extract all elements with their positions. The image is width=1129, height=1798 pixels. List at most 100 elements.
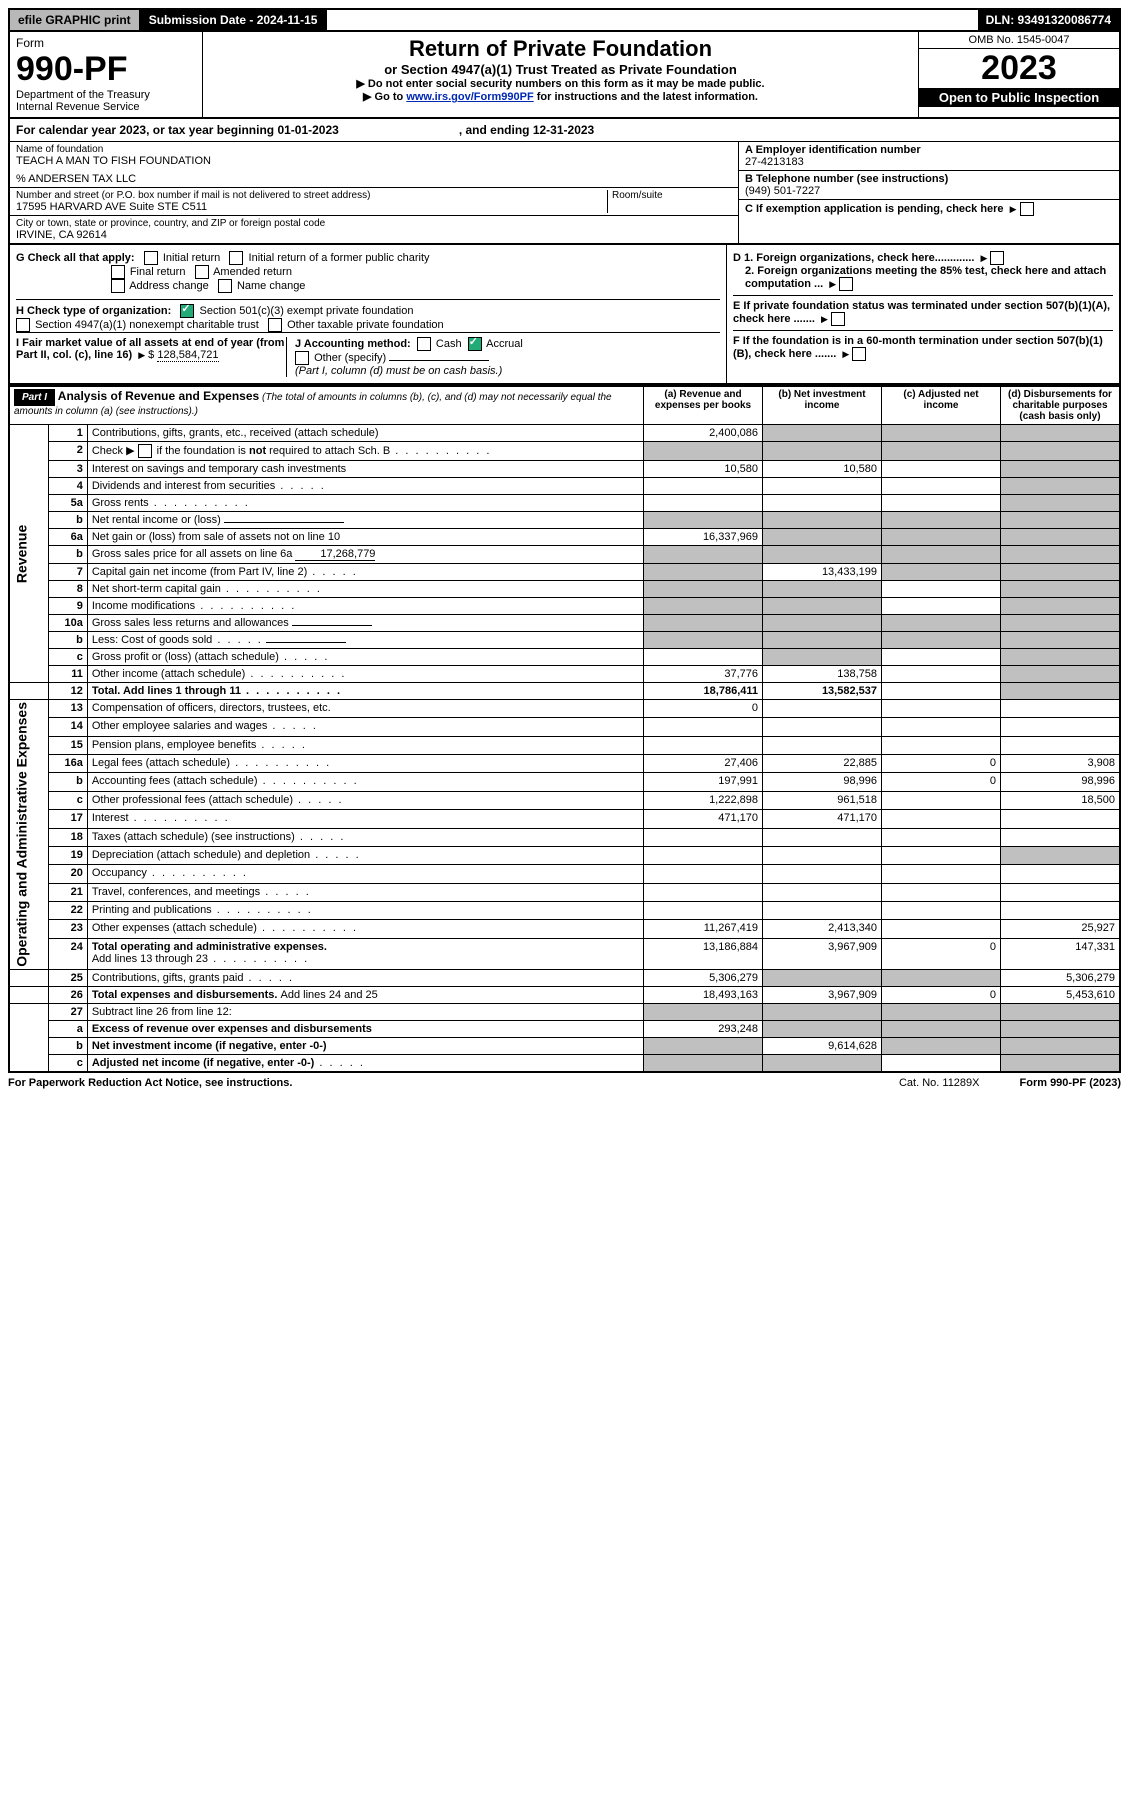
other-method-checkbox[interactable]	[295, 351, 309, 365]
foreign-85-checkbox[interactable]	[839, 277, 853, 291]
instr-2: ▶ Go to www.irs.gov/Form990PF for instru…	[207, 90, 914, 103]
j-note: (Part I, column (d) must be on cash basi…	[295, 365, 502, 377]
g-label: G Check all that apply:	[16, 252, 135, 264]
table-row: 22Printing and publications	[9, 901, 1120, 919]
open-inspection: Open to Public Inspection	[919, 88, 1119, 107]
initial-former-checkbox[interactable]	[229, 251, 243, 265]
amended-return-checkbox[interactable]	[195, 265, 209, 279]
calendar-year-row: For calendar year 2023, or tax year begi…	[8, 119, 1121, 142]
exemption-checkbox[interactable]	[1020, 202, 1034, 216]
room-label: Room/suite	[612, 190, 732, 201]
submission-date: Submission Date - 2024-11-15	[141, 10, 328, 30]
table-row: 12Total. Add lines 1 through 1118,786,41…	[9, 683, 1120, 700]
table-row: 24Total operating and administrative exp…	[9, 938, 1120, 969]
table-row: 15Pension plans, employee benefits	[9, 736, 1120, 754]
street-address: 17595 HARVARD AVE Suite STE C511	[16, 201, 603, 213]
d1-label: D 1. Foreign organizations, check here..…	[733, 252, 974, 264]
phone-label: B Telephone number (see instructions)	[745, 173, 1113, 185]
table-row: 27Subtract line 26 from line 12:	[9, 1003, 1120, 1020]
fmv-value: 128,584,721	[157, 349, 218, 362]
e-label: E If private foundation status was termi…	[733, 300, 1110, 325]
table-row: cGross profit or (loss) (attach schedule…	[9, 649, 1120, 666]
col-b-header: (b) Net investment income	[763, 386, 882, 425]
entity-block: Name of foundation TEACH A MAN TO FISH F…	[8, 142, 1121, 245]
omb-number: OMB No. 1545-0047	[919, 32, 1119, 49]
table-row: 17Interest471,170471,170	[9, 810, 1120, 828]
table-row: Operating and Administrative Expenses 13…	[9, 700, 1120, 718]
cat-number: Cat. No. 11289X	[899, 1077, 980, 1089]
60month-checkbox[interactable]	[852, 347, 866, 361]
tax-year: 2023	[919, 49, 1119, 88]
form-word: Form	[16, 36, 196, 50]
ein-label: A Employer identification number	[745, 144, 1113, 156]
care-of: % ANDERSEN TAX LLC	[16, 173, 732, 185]
table-row: 11Other income (attach schedule)37,77613…	[9, 666, 1120, 683]
j-label: J Accounting method:	[295, 338, 411, 350]
table-row: 3Interest on savings and temporary cash …	[9, 461, 1120, 478]
accrual-checkbox[interactable]	[468, 337, 482, 351]
form-subtitle: or Section 4947(a)(1) Trust Treated as P…	[207, 62, 914, 77]
table-row: 25Contributions, gifts, grants paid5,306…	[9, 969, 1120, 986]
table-row: 23Other expenses (attach schedule)11,267…	[9, 920, 1120, 938]
form-ref: Form 990-PF (2023)	[1020, 1077, 1122, 1089]
dept-label: Department of the Treasury	[16, 89, 196, 101]
table-row: bNet investment income (if negative, ent…	[9, 1037, 1120, 1054]
page-footer: For Paperwork Reduction Act Notice, see …	[8, 1073, 1121, 1089]
part1-label: Part I	[14, 389, 55, 406]
table-row: 19Depreciation (attach schedule) and dep…	[9, 846, 1120, 864]
table-row: cAdjusted net income (if negative, enter…	[9, 1054, 1120, 1072]
initial-return-checkbox[interactable]	[144, 251, 158, 265]
addr-label: Number and street (or P.O. box number if…	[16, 190, 603, 201]
options-block: G Check all that apply: Initial return I…	[8, 245, 1121, 385]
col-a-header: (a) Revenue and expenses per books	[644, 386, 763, 425]
form-title: Return of Private Foundation	[207, 36, 914, 62]
table-row: 10aGross sales less returns and allowanc…	[9, 615, 1120, 632]
paperwork-notice: For Paperwork Reduction Act Notice, see …	[8, 1077, 292, 1089]
table-row: 21Travel, conferences, and meetings	[9, 883, 1120, 901]
table-row: aExcess of revenue over expenses and dis…	[9, 1020, 1120, 1037]
table-row: 20Occupancy	[9, 865, 1120, 883]
efile-button[interactable]: efile GRAPHIC print	[10, 10, 141, 30]
table-row: bAccounting fees (attach schedule)197,99…	[9, 773, 1120, 791]
form-header: Form 990-PF Department of the Treasury I…	[8, 32, 1121, 119]
foreign-org-checkbox[interactable]	[990, 251, 1004, 265]
other-taxable-checkbox[interactable]	[268, 318, 282, 332]
501c3-checkbox[interactable]	[180, 304, 194, 318]
top-bar: efile GRAPHIC print Submission Date - 20…	[8, 8, 1121, 32]
table-row: 5aGross rents	[9, 495, 1120, 512]
table-row: Revenue 1Contributions, gifts, grants, e…	[9, 425, 1120, 442]
final-return-checkbox[interactable]	[111, 265, 125, 279]
h-label: H Check type of organization:	[16, 305, 171, 317]
table-row: bNet rental income or (loss)	[9, 512, 1120, 529]
table-row: 16aLegal fees (attach schedule)27,40622,…	[9, 755, 1120, 773]
table-row: 26Total expenses and disbursements. Add …	[9, 986, 1120, 1003]
city-state-zip: IRVINE, CA 92614	[16, 229, 732, 241]
table-row: bGross sales price for all assets on lin…	[9, 546, 1120, 564]
d2-label: 2. Foreign organizations meeting the 85%…	[745, 265, 1106, 290]
cash-checkbox[interactable]	[417, 337, 431, 351]
table-row: 6aNet gain or (loss) from sale of assets…	[9, 529, 1120, 546]
name-label: Name of foundation	[16, 144, 732, 155]
schb-checkbox[interactable]	[138, 444, 152, 458]
table-row: cOther professional fees (attach schedul…	[9, 791, 1120, 809]
expenses-side-label: Operating and Administrative Expenses	[9, 700, 48, 970]
form-number: 990-PF	[16, 50, 196, 89]
table-row: 8Net short-term capital gain	[9, 581, 1120, 598]
4947-checkbox[interactable]	[16, 318, 30, 332]
name-change-checkbox[interactable]	[218, 279, 232, 293]
dln-label: DLN: 93491320086774	[978, 10, 1119, 30]
ein-value: 27-4213183	[745, 156, 1113, 168]
foundation-name: TEACH A MAN TO FISH FOUNDATION	[16, 155, 732, 167]
irs-link[interactable]: www.irs.gov/Form990PF	[406, 91, 533, 103]
city-label: City or town, state or province, country…	[16, 218, 732, 229]
address-change-checkbox[interactable]	[111, 279, 125, 293]
exemption-label: C If exemption application is pending, c…	[745, 203, 1004, 215]
part1-table: Part I Analysis of Revenue and Expenses …	[8, 385, 1121, 1073]
revenue-side-label: Revenue	[9, 425, 48, 683]
table-row: 14Other employee salaries and wages	[9, 718, 1120, 736]
table-row: 2Check ▶ if the foundation is not requir…	[9, 442, 1120, 461]
i-label: I Fair market value of all assets at end…	[16, 337, 284, 361]
table-row: 9Income modifications	[9, 598, 1120, 615]
col-c-header: (c) Adjusted net income	[882, 386, 1001, 425]
terminated-checkbox[interactable]	[831, 312, 845, 326]
